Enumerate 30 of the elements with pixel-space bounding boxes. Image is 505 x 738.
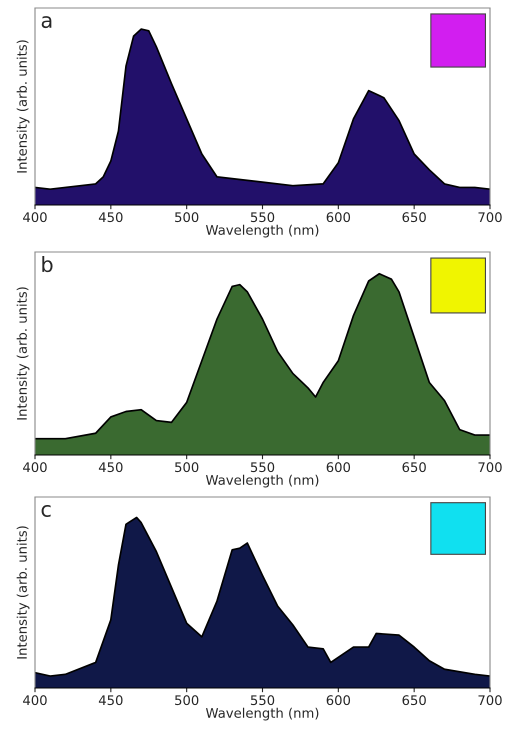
x-axis-title: Wavelength (nm) xyxy=(206,708,318,720)
x-tick-label: 600 xyxy=(326,212,350,222)
x-tick-label: 500 xyxy=(175,695,198,706)
x-tick-label: 700 xyxy=(478,212,502,222)
x-tick-label: 450 xyxy=(98,212,123,222)
x-tick-label: 550 xyxy=(250,462,274,472)
y-axis-title: Intensity (arb. units) xyxy=(16,526,30,659)
chart-title: b xyxy=(42,256,53,272)
x-tick-label: 400 xyxy=(23,212,47,222)
x-axis-title: Wavelength (nm) xyxy=(206,474,318,488)
x-tick-label: 650 xyxy=(402,462,426,472)
x-tick-label: 650 xyxy=(402,212,426,222)
y-axis-title: Intensity (arb. units) xyxy=(16,287,30,420)
y-axis-title: Intensity (arb. units) xyxy=(16,40,30,173)
x-tick-label: 400 xyxy=(23,462,47,472)
x-tick-label: 550 xyxy=(250,695,274,706)
x-axis-title: Wavelength (nm) xyxy=(206,224,318,238)
x-tick-label: 450 xyxy=(98,462,123,472)
chart-title: c xyxy=(42,504,51,517)
x-tick-label: 500 xyxy=(175,212,198,222)
x-tick-label: 700 xyxy=(478,695,502,706)
x-tick-label: 600 xyxy=(326,462,350,472)
x-tick-label: 600 xyxy=(326,695,350,706)
x-tick-label: 650 xyxy=(402,695,426,706)
x-tick-label: 400 xyxy=(23,695,47,706)
x-tick-label: 500 xyxy=(175,462,198,472)
x-tick-label: 550 xyxy=(250,212,274,222)
chart-title: a xyxy=(42,16,52,28)
x-tick-label: 700 xyxy=(478,462,502,472)
x-tick-label: 450 xyxy=(98,695,123,706)
